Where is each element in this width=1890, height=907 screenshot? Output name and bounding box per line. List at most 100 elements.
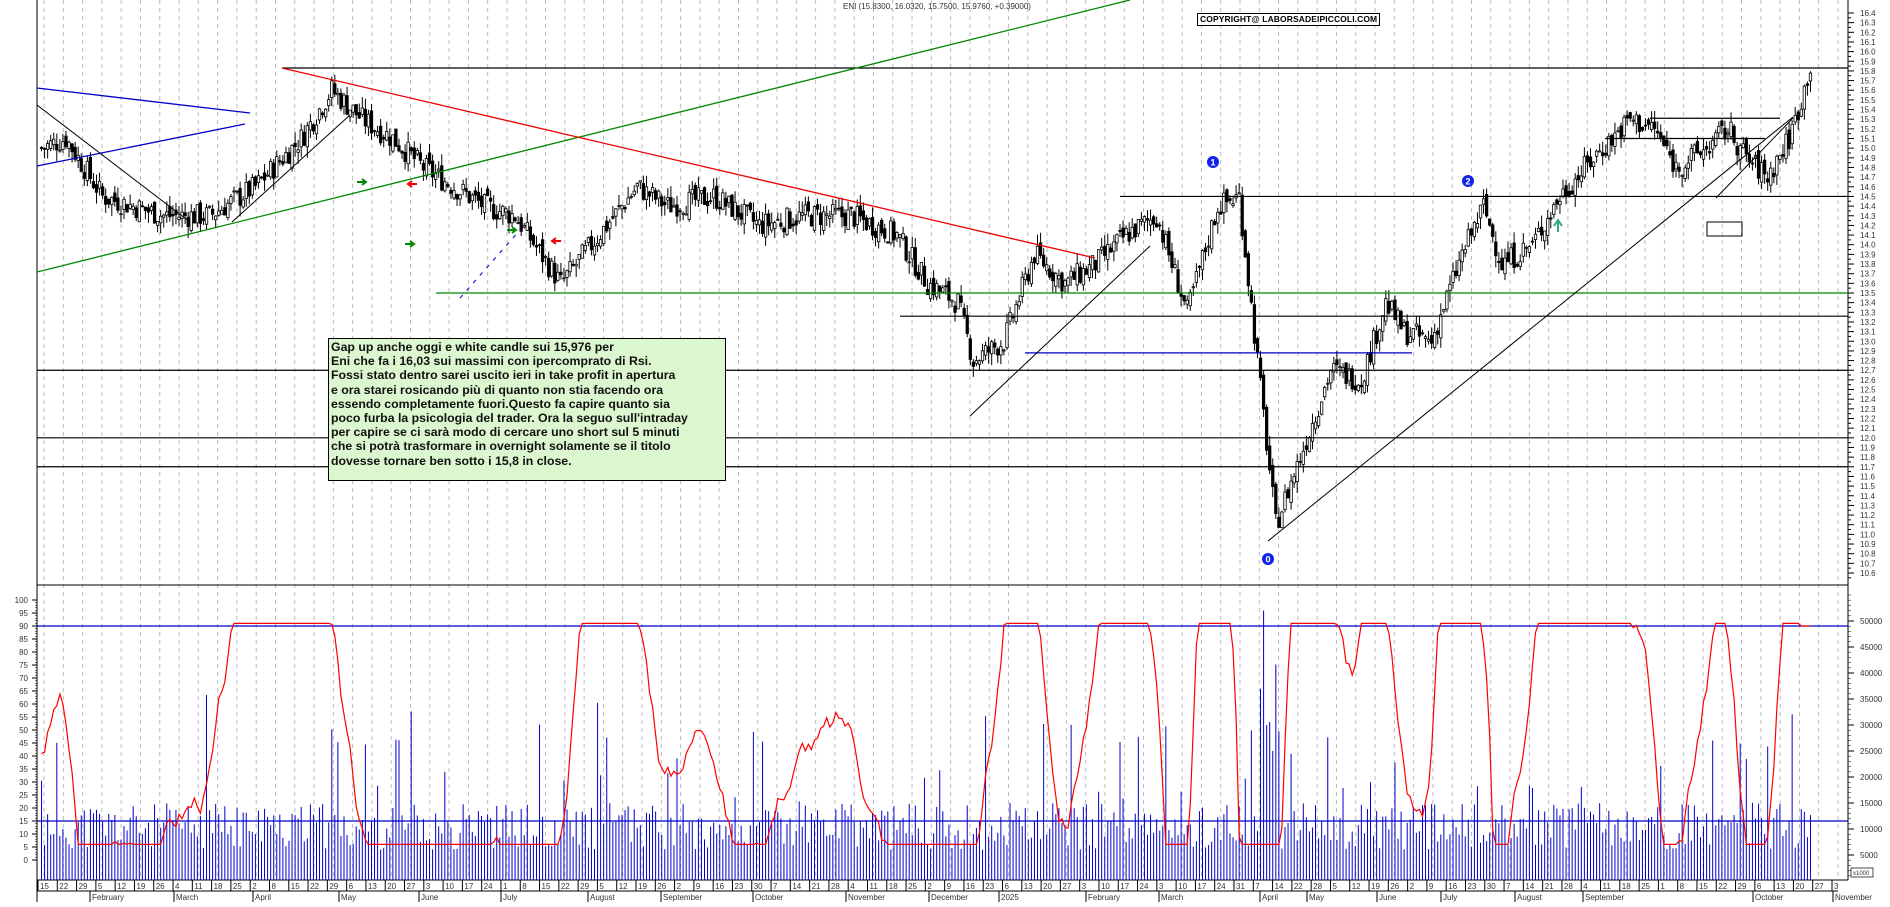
candle: [608, 221, 612, 229]
signal-arrow-icon: [405, 240, 416, 248]
candle: [595, 242, 600, 247]
candle: [1530, 240, 1535, 243]
candle: [886, 241, 890, 244]
candle: [1802, 85, 1806, 110]
candle: [941, 287, 945, 293]
price-tick-label: 14.6: [1860, 183, 1876, 192]
candle: [1426, 338, 1431, 342]
candle: [1066, 277, 1070, 286]
candle: [1017, 301, 1021, 307]
candle: [1512, 242, 1516, 269]
candle: [476, 191, 481, 201]
candle: [577, 254, 581, 260]
candle: [189, 211, 193, 231]
candle: [501, 205, 505, 216]
price-tick-label: 14.5: [1860, 192, 1876, 201]
candle: [525, 221, 529, 231]
price-tick-label: 15.6: [1860, 86, 1876, 95]
date-tick-label: 15: [542, 882, 551, 891]
candle: [1344, 362, 1348, 384]
date-tick-label: 22: [561, 882, 570, 891]
date-tick-label: 18: [214, 882, 223, 891]
candle: [137, 200, 141, 223]
candle: [348, 109, 352, 118]
candle: [1020, 276, 1024, 297]
candle: [1649, 121, 1654, 130]
candle: [1045, 264, 1049, 272]
candle: [397, 145, 401, 152]
candle: [1686, 162, 1690, 169]
date-tick-label: 4: [850, 882, 855, 891]
candle: [611, 216, 615, 219]
signal-arrow-icon: [357, 178, 368, 186]
candle: [528, 226, 532, 241]
candle: [1491, 224, 1495, 237]
candle: [1793, 115, 1797, 123]
candle: [556, 271, 560, 281]
date-tick-label: 28: [1564, 882, 1573, 891]
candle: [834, 208, 838, 211]
date-tick-label: 1: [503, 882, 508, 891]
candle: [1515, 263, 1519, 267]
date-tick-label: 10: [1101, 882, 1110, 891]
candle: [452, 190, 456, 199]
candle: [1790, 123, 1794, 145]
candle: [1778, 154, 1782, 160]
candle: [1616, 130, 1620, 133]
candle: [327, 99, 331, 106]
candle: [809, 215, 814, 227]
candle: [1185, 299, 1189, 305]
candle: [815, 204, 820, 210]
candle: [1711, 139, 1715, 150]
candle: [550, 260, 554, 277]
month-label: September: [663, 893, 702, 902]
candle: [623, 206, 627, 210]
candle: [64, 135, 68, 147]
candle: [1677, 166, 1681, 172]
candle: [828, 215, 832, 219]
candle: [635, 182, 639, 187]
candle: [360, 107, 364, 115]
candle: [1307, 437, 1312, 453]
candle: [217, 210, 221, 216]
candle: [339, 92, 343, 109]
candle: [1124, 228, 1128, 235]
candle: [1041, 254, 1046, 267]
candle: [907, 261, 911, 264]
candle: [354, 104, 358, 116]
candle: [892, 221, 896, 241]
candle: [947, 281, 951, 301]
candle: [430, 160, 435, 178]
candle: [574, 263, 578, 267]
candle: [119, 213, 123, 216]
candle: [1127, 231, 1131, 242]
price-tick-label: 12.2: [1860, 415, 1876, 424]
candle: [437, 168, 441, 172]
candle: [641, 183, 646, 200]
candle: [751, 212, 756, 222]
candle: [898, 234, 902, 238]
candle: [1607, 136, 1611, 157]
candle: [421, 162, 426, 171]
candle: [67, 141, 71, 149]
date-tick-label: 14: [1525, 882, 1534, 891]
candle: [134, 207, 138, 218]
price-tick-label: 16.3: [1860, 19, 1876, 28]
date-tick-label: 20: [1043, 882, 1052, 891]
volume-tick-label: 5000: [1860, 851, 1878, 860]
candle: [1151, 216, 1156, 225]
candle: [974, 360, 979, 365]
empty-box: [1706, 221, 1743, 237]
candle: [1454, 270, 1458, 277]
candle: [1148, 219, 1153, 226]
candle: [825, 213, 829, 216]
price-tick-label: 15.9: [1860, 57, 1876, 66]
date-tick-label: 8: [271, 882, 276, 891]
candle: [1274, 483, 1278, 515]
candle: [61, 141, 65, 150]
date-tick-label: 17: [1120, 882, 1129, 891]
candle: [684, 213, 688, 216]
rsi-tick-label: 90: [19, 622, 28, 631]
candle: [928, 282, 933, 300]
candle: [1451, 270, 1455, 283]
